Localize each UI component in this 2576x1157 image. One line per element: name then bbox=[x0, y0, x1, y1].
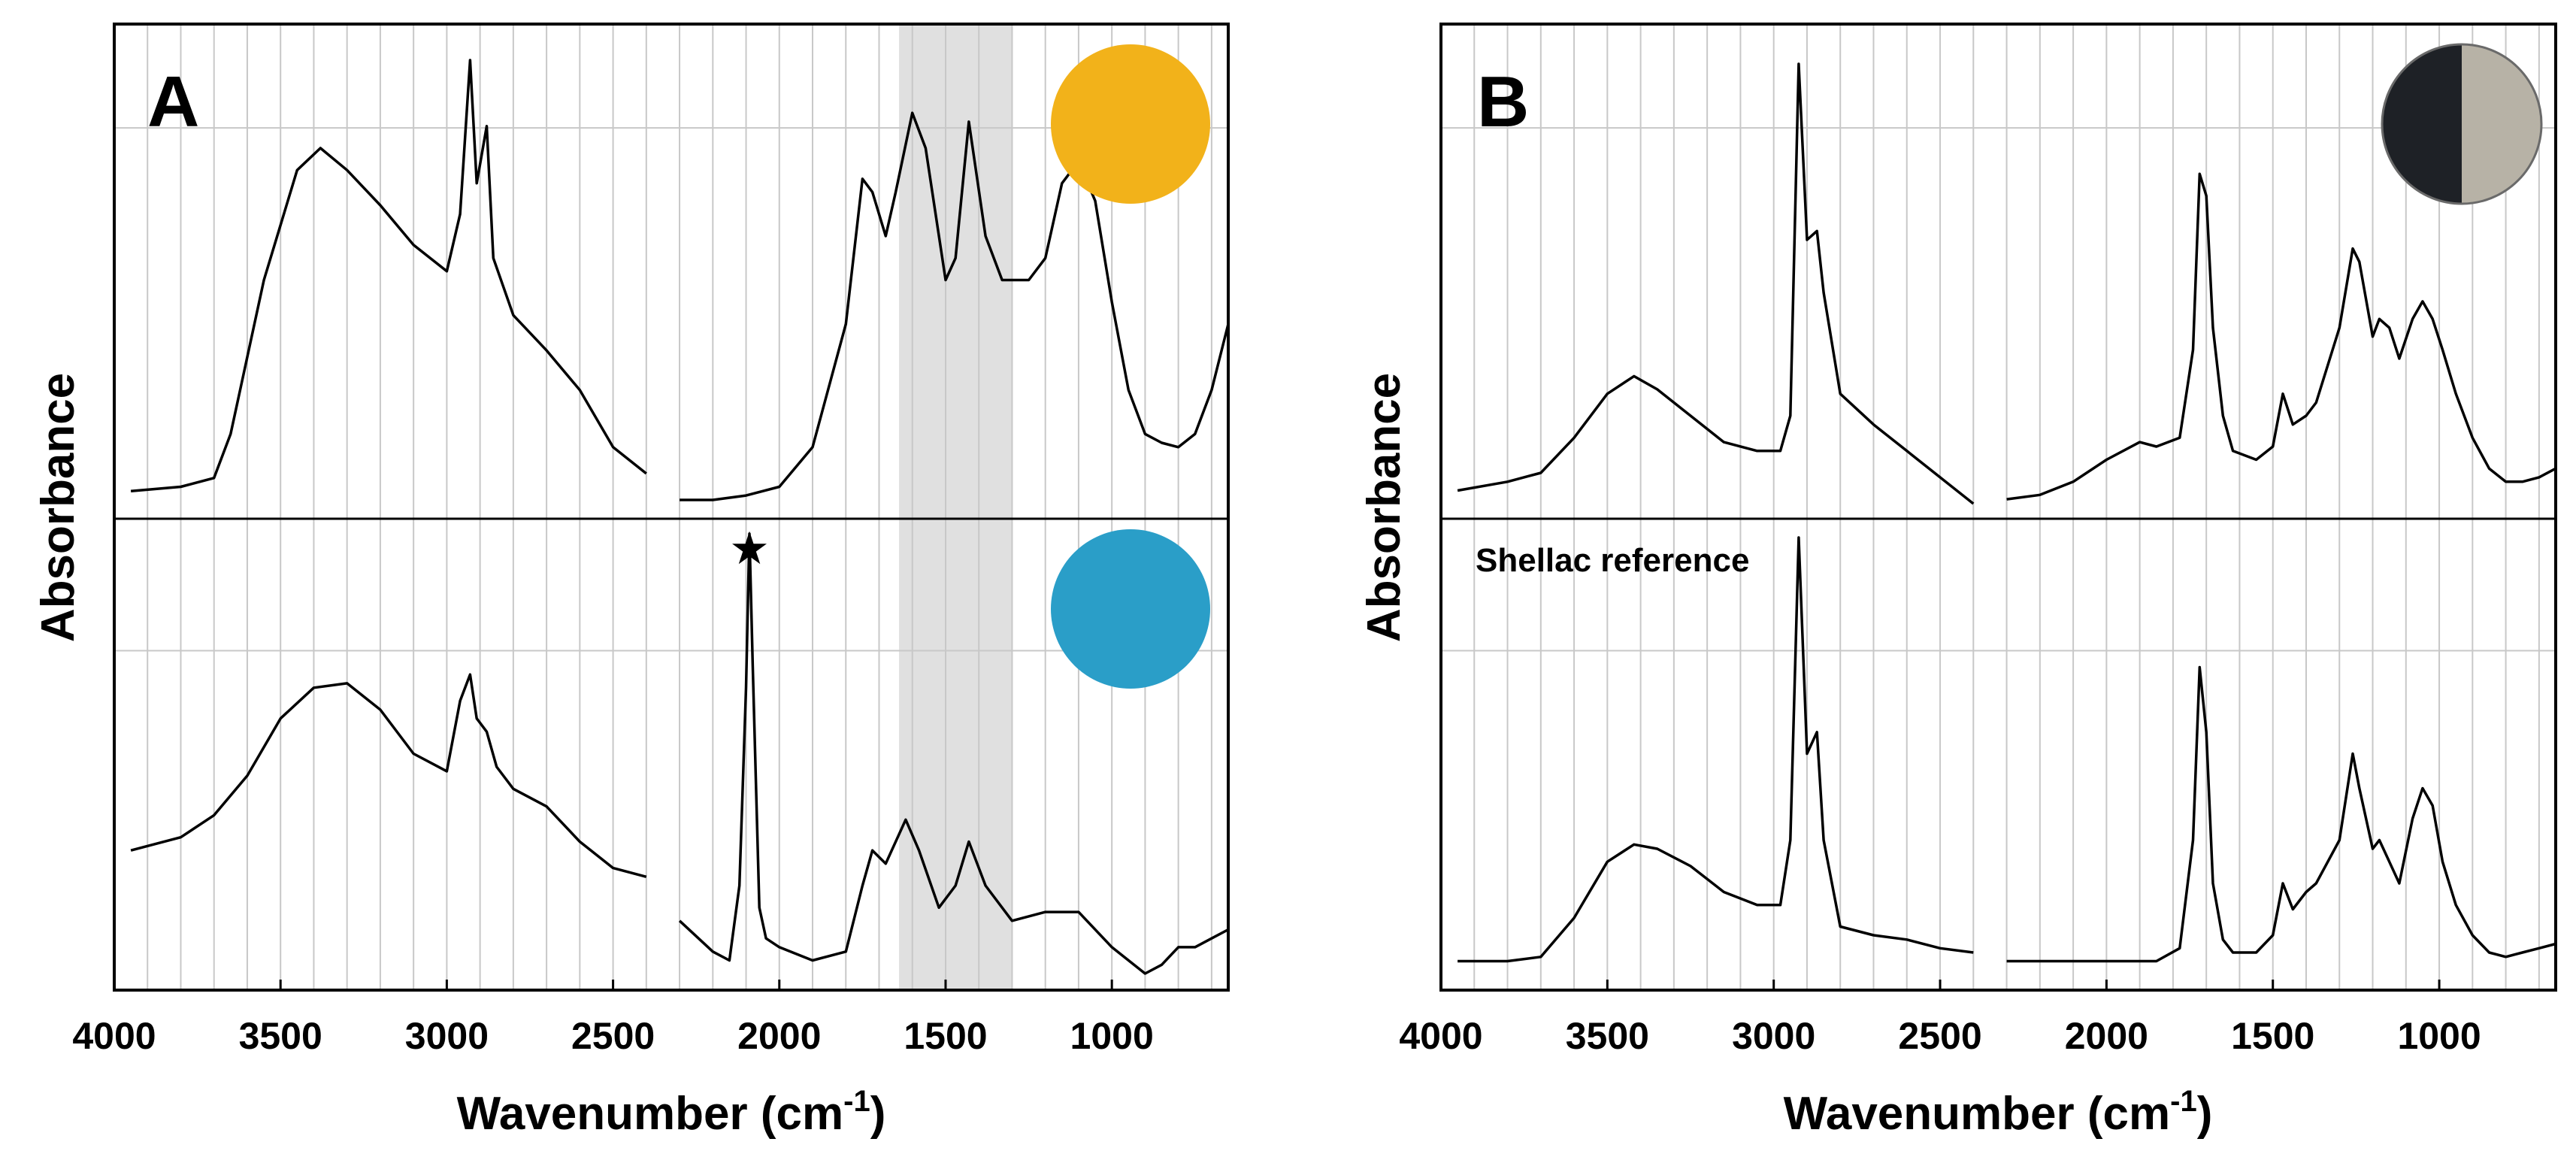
panel-b: B Shellac reference 4000 3500 3000 2500 2000… bbox=[1358, 23, 2557, 1140]
panel-a: A ★ 4000 3500 3000 2500 2000 1500 1000 Wavenum… bbox=[32, 23, 1230, 1140]
panel-a-x-tick-labels: 4000 3500 3000 2500 2000 1500 1000 bbox=[72, 980, 1154, 1057]
x-tick-label: 3500 bbox=[239, 1015, 322, 1057]
x-tick-label: 2500 bbox=[1898, 1015, 1981, 1057]
blue-sample-image bbox=[1051, 529, 1210, 689]
x-tick-label: 2000 bbox=[737, 1015, 821, 1057]
panel-a-frame bbox=[113, 23, 1230, 992]
x-tick-label: 3000 bbox=[1732, 1015, 1815, 1057]
panel-b-y-axis-title: Absorbance bbox=[1358, 373, 1410, 642]
trace-black-sample bbox=[1457, 62, 2556, 505]
x-tick-label: 4000 bbox=[72, 1015, 156, 1057]
panel-b-x-tick-labels: 4000 3500 3000 2500 2000 1500 1000 bbox=[1399, 980, 2481, 1057]
panel-b-label: B bbox=[1477, 62, 1529, 142]
x-tick-label: 1000 bbox=[1070, 1015, 1154, 1057]
panel-b-frame bbox=[1439, 23, 2557, 992]
trace-shellac-reference bbox=[1458, 536, 2556, 963]
highlight-band bbox=[899, 24, 1013, 990]
x-tick-label: 2500 bbox=[571, 1015, 655, 1057]
star-marker-icon: ★ bbox=[729, 523, 770, 574]
x-tick-label: 1500 bbox=[2231, 1015, 2314, 1057]
panel-b-grid bbox=[1441, 24, 2556, 990]
x-tick-label: 4000 bbox=[1399, 1015, 1482, 1057]
x-tick-label: 1000 bbox=[2397, 1015, 2481, 1057]
x-tick-label: 2000 bbox=[2065, 1015, 2148, 1057]
panel-a-x-axis-title: Wavenumber (cm-1) bbox=[457, 1085, 886, 1140]
x-tick-label: 3000 bbox=[405, 1015, 489, 1057]
shellac-reference-label: Shellac reference bbox=[1476, 542, 1749, 579]
x-tick-label: 3500 bbox=[1566, 1015, 1649, 1057]
yellow-sample-image bbox=[1051, 44, 1210, 204]
x-tick-label: 1500 bbox=[904, 1015, 987, 1057]
trace-blue-sample bbox=[130, 532, 1229, 975]
panel-a-grid bbox=[114, 24, 1228, 990]
trace-yellow-sample bbox=[130, 59, 1230, 501]
panel-a-label: A bbox=[147, 62, 199, 142]
panel-a-y-axis-title: Absorbance bbox=[32, 373, 84, 642]
panel-b-x-axis-title: Wavenumber (cm-1) bbox=[1784, 1085, 2213, 1140]
black-sample-image bbox=[2381, 43, 2543, 205]
